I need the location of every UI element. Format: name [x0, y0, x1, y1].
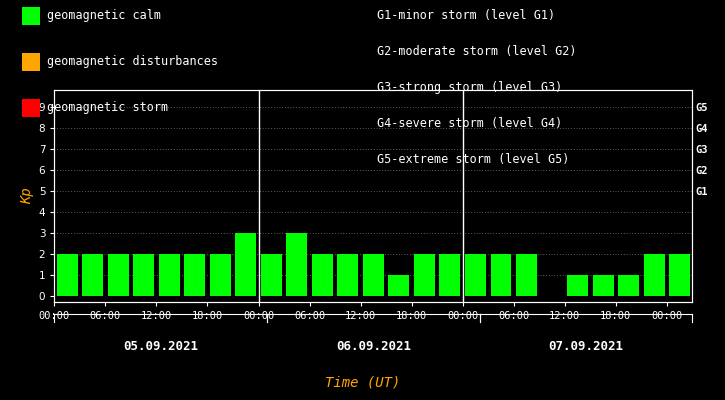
Bar	[669, 254, 690, 296]
Bar	[439, 254, 460, 296]
Text: geomagnetic disturbances: geomagnetic disturbances	[47, 56, 218, 68]
Bar	[644, 254, 665, 296]
Text: G2-moderate storm (level G2): G2-moderate storm (level G2)	[377, 46, 576, 58]
Bar	[465, 254, 486, 296]
Bar	[57, 254, 78, 296]
Bar	[414, 254, 435, 296]
Bar	[312, 254, 333, 296]
Bar	[261, 254, 282, 296]
Bar	[337, 254, 358, 296]
Bar	[236, 233, 256, 296]
Bar	[363, 254, 384, 296]
Bar	[210, 254, 231, 296]
Text: geomagnetic storm: geomagnetic storm	[47, 102, 168, 114]
Text: G1-minor storm (level G1): G1-minor storm (level G1)	[377, 10, 555, 22]
Y-axis label: Kp: Kp	[20, 188, 35, 204]
Bar	[184, 254, 205, 296]
Text: G3-strong storm (level G3): G3-strong storm (level G3)	[377, 82, 563, 94]
Bar	[389, 275, 410, 296]
Text: geomagnetic calm: geomagnetic calm	[47, 10, 161, 22]
Bar	[82, 254, 103, 296]
Bar	[108, 254, 128, 296]
Text: 05.09.2021: 05.09.2021	[123, 340, 198, 352]
Bar	[618, 275, 639, 296]
Text: 06.09.2021: 06.09.2021	[336, 340, 411, 352]
Bar	[286, 233, 307, 296]
Text: G4-severe storm (level G4): G4-severe storm (level G4)	[377, 118, 563, 130]
Bar	[567, 275, 588, 296]
Bar	[159, 254, 180, 296]
Bar	[491, 254, 511, 296]
Text: 07.09.2021: 07.09.2021	[549, 340, 624, 352]
Bar	[516, 254, 537, 296]
Bar	[133, 254, 154, 296]
Text: Time (UT): Time (UT)	[325, 375, 400, 389]
Text: G5-extreme storm (level G5): G5-extreme storm (level G5)	[377, 154, 569, 166]
Bar	[592, 275, 613, 296]
